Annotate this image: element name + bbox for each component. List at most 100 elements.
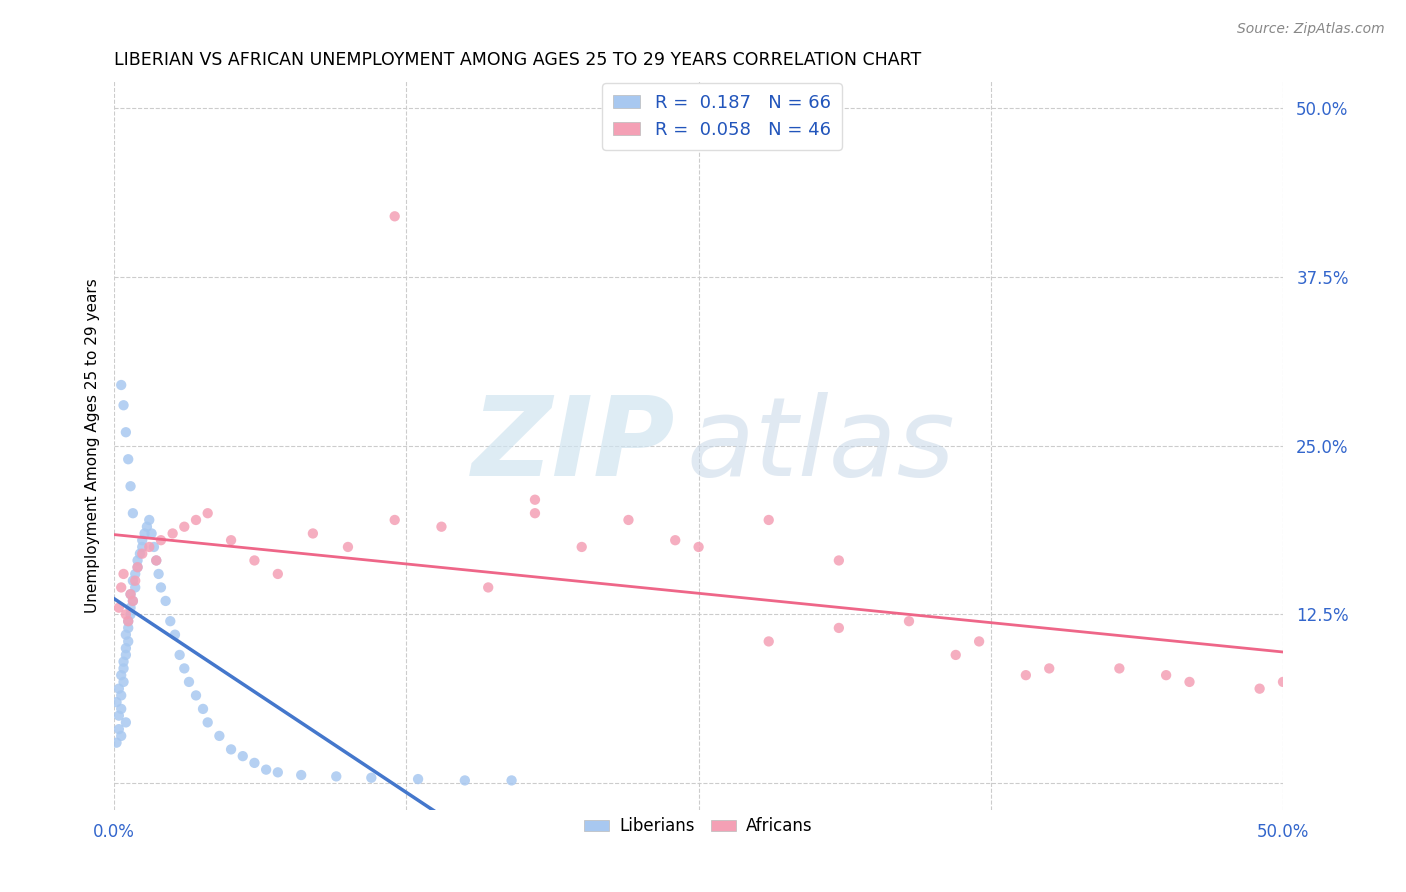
Point — [117, 634, 139, 648]
Point — [232, 749, 254, 764]
Point — [110, 702, 132, 716]
Point — [1015, 668, 1038, 682]
Point — [454, 773, 477, 788]
Point — [290, 768, 312, 782]
Point — [758, 634, 780, 648]
Point — [1249, 681, 1271, 696]
Point — [110, 689, 132, 703]
Point — [138, 513, 160, 527]
Point — [131, 540, 153, 554]
Point — [112, 661, 135, 675]
Point — [267, 566, 290, 581]
Point — [122, 574, 145, 588]
Point — [149, 533, 172, 548]
Point — [325, 769, 347, 783]
Point — [122, 506, 145, 520]
Point — [571, 540, 593, 554]
Point — [758, 513, 780, 527]
Point — [129, 547, 152, 561]
Point — [828, 621, 851, 635]
Point — [108, 722, 131, 736]
Point — [105, 695, 128, 709]
Point — [664, 533, 686, 548]
Point — [110, 729, 132, 743]
Point — [1154, 668, 1177, 682]
Point — [523, 492, 546, 507]
Point — [141, 526, 163, 541]
Point — [149, 581, 172, 595]
Point — [108, 708, 131, 723]
Point — [384, 513, 406, 527]
Point — [142, 540, 165, 554]
Point — [1272, 674, 1295, 689]
Point — [120, 587, 142, 601]
Point — [155, 594, 177, 608]
Point — [177, 674, 200, 689]
Point — [688, 540, 710, 554]
Point — [112, 566, 135, 581]
Point — [302, 526, 325, 541]
Point — [184, 513, 207, 527]
Point — [112, 674, 135, 689]
Point — [967, 634, 990, 648]
Point — [110, 378, 132, 392]
Point — [110, 668, 132, 682]
Point — [112, 655, 135, 669]
Point — [108, 681, 131, 696]
Point — [134, 526, 156, 541]
Point — [117, 614, 139, 628]
Point — [267, 765, 290, 780]
Point — [336, 540, 359, 554]
Point — [120, 607, 142, 622]
Point — [945, 648, 967, 662]
Point — [108, 600, 131, 615]
Point — [169, 648, 191, 662]
Point — [159, 614, 181, 628]
Point — [501, 773, 523, 788]
Text: Source: ZipAtlas.com: Source: ZipAtlas.com — [1237, 22, 1385, 37]
Point — [145, 553, 167, 567]
Point — [148, 566, 170, 581]
Point — [120, 587, 142, 601]
Text: LIBERIAN VS AFRICAN UNEMPLOYMENT AMONG AGES 25 TO 29 YEARS CORRELATION CHART: LIBERIAN VS AFRICAN UNEMPLOYMENT AMONG A… — [114, 51, 921, 69]
Point — [120, 479, 142, 493]
Point — [384, 209, 406, 223]
Point — [131, 533, 153, 548]
Point — [406, 772, 429, 786]
Point — [117, 614, 139, 628]
Point — [477, 581, 499, 595]
Point — [124, 581, 146, 595]
Point — [135, 519, 157, 533]
Point — [243, 553, 266, 567]
Point — [115, 715, 138, 730]
Point — [117, 452, 139, 467]
Point — [127, 560, 149, 574]
Point — [127, 553, 149, 567]
Point — [173, 519, 195, 533]
Point — [120, 600, 142, 615]
Point — [115, 641, 138, 656]
Point — [145, 553, 167, 567]
Point — [127, 560, 149, 574]
Point — [122, 594, 145, 608]
Point — [617, 513, 640, 527]
Point — [254, 763, 277, 777]
Point — [115, 648, 138, 662]
Point — [122, 594, 145, 608]
Point — [162, 526, 184, 541]
Point — [1108, 661, 1130, 675]
Y-axis label: Unemployment Among Ages 25 to 29 years: Unemployment Among Ages 25 to 29 years — [86, 278, 100, 613]
Point — [115, 628, 138, 642]
Point — [105, 736, 128, 750]
Point — [430, 519, 453, 533]
Text: ZIP: ZIP — [472, 392, 675, 500]
Point — [1178, 674, 1201, 689]
Point — [197, 715, 219, 730]
Point — [197, 506, 219, 520]
Legend: Liberians, Africans: Liberians, Africans — [578, 811, 820, 842]
Point — [184, 689, 207, 703]
Point — [112, 398, 135, 412]
Point — [173, 661, 195, 675]
Point — [163, 628, 186, 642]
Point — [131, 547, 153, 561]
